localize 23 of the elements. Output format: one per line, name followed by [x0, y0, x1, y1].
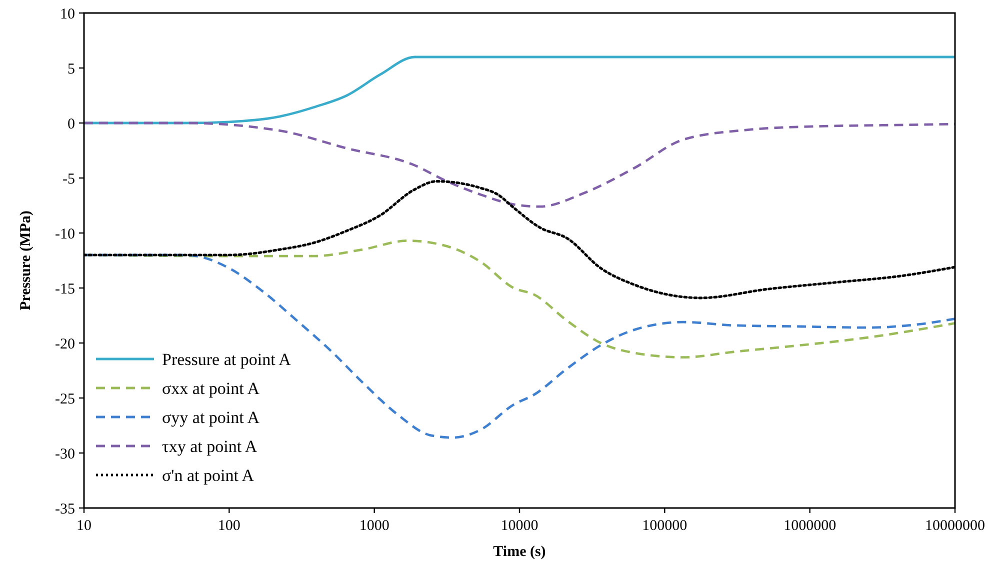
- y-tick-label: -5: [62, 171, 75, 188]
- x-tick-label: 1000: [359, 518, 390, 534]
- legend-label: σ'n at point A: [162, 466, 255, 485]
- x-tick-label: 100: [218, 518, 240, 534]
- y-tick-label: -20: [55, 336, 75, 352]
- y-tick-label: -30: [55, 446, 75, 462]
- y-axis-title: Pressure (MPa): [18, 210, 34, 310]
- legend-label: σyy at point A: [162, 408, 260, 427]
- y-tick-label: 5: [68, 61, 75, 78]
- y-tick-label: -35: [55, 501, 75, 518]
- legend-label: Pressure at point A: [162, 350, 292, 369]
- y-tick-label: -10: [55, 226, 75, 242]
- x-axis-title: Time (s): [493, 544, 546, 560]
- x-tick-label: 1000000: [784, 518, 836, 534]
- x-tick-label: 10000: [500, 518, 538, 534]
- y-tick-label: 10: [60, 6, 75, 22]
- x-tick-label: 10000000: [925, 518, 985, 534]
- legend-label: τxy at point A: [162, 436, 258, 456]
- x-tick-label: 100000: [642, 518, 688, 534]
- y-tick-label: 0: [68, 116, 75, 132]
- y-tick-label: -15: [55, 281, 75, 298]
- y-tick-label: -25: [55, 391, 75, 408]
- legend-label: σxx at point A: [162, 378, 260, 398]
